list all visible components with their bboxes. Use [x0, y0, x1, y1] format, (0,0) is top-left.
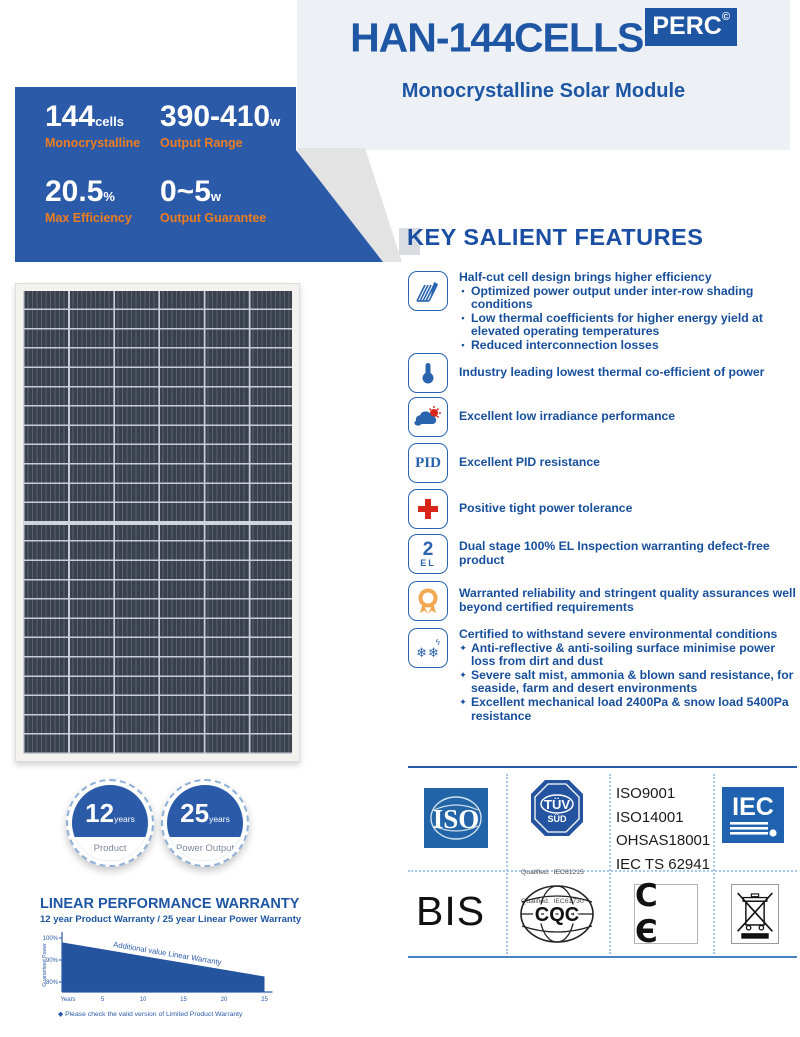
cert-divider-v2 [609, 774, 611, 954]
cloud-sun-icon [408, 397, 448, 437]
cert-divider-v3 [713, 774, 715, 954]
product-title: HAN-144CELLS [350, 14, 644, 61]
svg-text:Guaranteed Power: Guaranteed Power [42, 943, 48, 987]
perc-trademark: © [721, 11, 730, 23]
svg-text:SÜD: SÜD [547, 814, 567, 824]
standards-list: ISO9001 ISO14001 OHSAS18001 IEC TS 62941 [616, 782, 710, 876]
stat-efficiency: 20.5% Max Efficiency [45, 175, 132, 226]
svg-text:CQC: CQC [535, 904, 579, 926]
cqc-logo: CQC [520, 885, 594, 943]
feature-reliability: Warranted reliability and stringent qual… [408, 581, 800, 621]
el-inspection-icon: 2 EL [408, 534, 448, 574]
svg-text:15: 15 [180, 997, 187, 1003]
svg-text:TÜV: TÜV [544, 797, 570, 812]
standard-item: IEC TS 62941 [616, 855, 710, 873]
ce-mark: C Є [634, 878, 698, 950]
svg-text:5: 5 [101, 997, 105, 1003]
lightning-glyph: ϟ [435, 638, 440, 647]
chart-footnote: ◆ Please check the valid version of Limi… [58, 1011, 243, 1018]
solar-panel-image [15, 283, 300, 762]
tuv-sud-logo: TÜV SÜD [531, 780, 583, 836]
product-subtitle: Monocrystalline Solar Module [401, 80, 686, 102]
medal-icon [408, 581, 448, 621]
plus-icon [408, 489, 448, 529]
svg-text:Years: Years [60, 997, 75, 1003]
svg-text:20: 20 [221, 997, 228, 1003]
half-cut-cell-icon [408, 271, 448, 311]
panel-half-cut-divider [23, 520, 292, 525]
feature-el-inspection: 2 EL Dual stage 100% EL Inspection warra… [408, 534, 800, 574]
power-warranty-badge: 25years Power Output [161, 779, 249, 867]
bis-mark: BIS [416, 888, 486, 934]
page-title: HAN-144CELLS PERC© [297, 8, 790, 61]
thermometer-icon [408, 353, 448, 393]
feature-irradiance: Excellent low irradiance performance [408, 397, 800, 437]
heading-accent-square [399, 228, 420, 255]
cert-top-rule [408, 766, 797, 768]
standard-item: ISO9001 [616, 785, 676, 802]
chart-subtitle: 12 year Product Warranty / 25 year Linea… [40, 914, 302, 925]
iec-logo: IEC [722, 787, 784, 843]
svg-text:25: 25 [261, 997, 268, 1003]
svg-text:90%: 90% [46, 958, 59, 964]
standard-item: ISO14001 [616, 808, 684, 826]
feature-tolerance: Positive tight power tolerance [408, 489, 800, 529]
svg-text:100%: 100% [43, 936, 59, 942]
snowflake-glyphs: ❄❄ [416, 645, 440, 660]
iso-logo: ISO [424, 788, 488, 848]
cert-bottom-rule [408, 956, 797, 958]
weee-icon [731, 884, 779, 944]
svg-text:IEC: IEC [732, 793, 774, 821]
tuv-qualified-lines: Qualified. IEC61215 Qualified. IEC61730 [521, 869, 584, 905]
feature-environment: ϟ ❄❄ Certified to withstand severe envir… [408, 627, 800, 723]
features-heading: KEY SALIENT FEATURES [407, 224, 704, 250]
standard-item: OHSAS18001 [616, 832, 711, 849]
pid-icon: PID [408, 443, 448, 483]
feature-thermal: Industry leading lowest thermal co-effic… [408, 353, 800, 393]
feature-pid: PID Excellent PID resistance [408, 443, 800, 483]
panel-cell-grid [23, 291, 292, 754]
svg-text:ISO: ISO [433, 804, 480, 834]
snowflakes-icon: ϟ ❄❄ [408, 628, 448, 668]
chart-title: LINEAR PERFORMANCE WARRANTY [40, 896, 300, 912]
cert-divider-h [408, 870, 797, 872]
stat-guarantee: 0~5w Output Guarantee [160, 175, 267, 226]
cert-divider-v1 [506, 774, 508, 954]
warranty-chart-svg: 100% 90% 80% Years 5 10 15 20 25 Guaranteed Power… [42, 932, 273, 1003]
svg-text:80%: 80% [46, 980, 59, 986]
feature-half-cut: Half-cut cell design brings higher effic… [408, 270, 800, 353]
stat-cells: 144cells Monocrystalline [45, 100, 141, 151]
stat-output-range: 390-410w Output Range [160, 100, 281, 151]
svg-text:10: 10 [140, 997, 147, 1003]
product-warranty-badge: 12years Product [66, 779, 154, 867]
perc-badge: PERC© [645, 8, 737, 46]
